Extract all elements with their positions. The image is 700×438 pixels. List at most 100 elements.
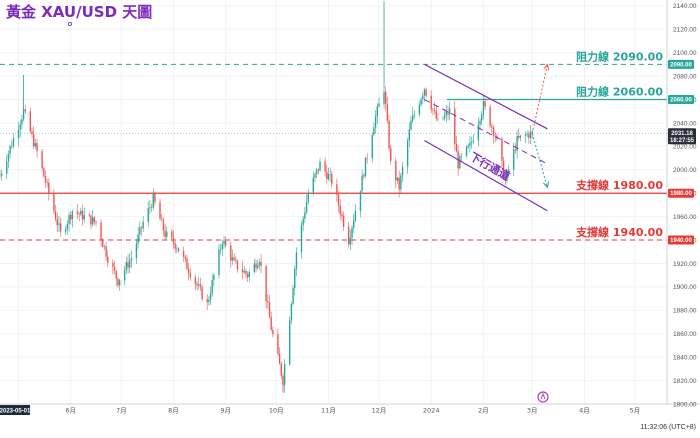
price-tick-label: 2140.00: [673, 3, 697, 10]
candle-body: [11, 146, 13, 147]
candle-body: [177, 248, 180, 252]
candle-body: [353, 220, 355, 228]
candle-body: [524, 134, 527, 136]
candle-body: [506, 171, 508, 181]
candle-body: [326, 171, 328, 180]
candle-body: [71, 211, 74, 220]
candle-body: [41, 151, 43, 169]
candle-body: [290, 303, 293, 321]
candle-body: [123, 269, 126, 281]
candle-body: [140, 227, 143, 229]
candle-body: [112, 262, 114, 267]
price-tick-label: 1900.00: [673, 284, 697, 291]
candle-body: [319, 161, 321, 171]
candle-body: [342, 215, 345, 227]
candle-body: [17, 129, 20, 139]
candle-body: [196, 283, 198, 286]
candle-body: [347, 226, 350, 245]
candle-body: [76, 211, 79, 214]
candle-body: [9, 146, 11, 154]
candle-body: [305, 201, 308, 213]
candle-body: [53, 193, 55, 212]
time-tick-label: 9月: [220, 407, 231, 415]
candle-body: [469, 142, 471, 146]
candle-body: [494, 135, 496, 137]
candle-body: [233, 257, 235, 260]
time-axis[interactable]: 2023-05-01 6月 7月 8月 9月 10月 11月 12月 2024 2月 3月 4月 5月: [0, 405, 640, 415]
candle-body: [418, 104, 421, 115]
candle-body: [395, 160, 397, 181]
candle-body: [489, 106, 491, 127]
candle-body: [88, 214, 90, 216]
time-tick-label: 10月: [269, 407, 284, 415]
candle-body: [213, 274, 215, 280]
time-tick-label: 11月: [321, 407, 336, 415]
candle-body: [43, 168, 45, 177]
candle-body: [130, 258, 133, 261]
level-price-badge: [668, 188, 694, 198]
candle-body: [221, 244, 224, 249]
candle-body: [514, 149, 517, 151]
candle-body: [282, 375, 284, 386]
current-price-countdown: 18:27:55: [670, 138, 695, 144]
candle-body: [307, 193, 309, 202]
candle-body: [314, 174, 316, 178]
candle-body: [413, 114, 416, 116]
candle-body: [7, 153, 10, 162]
candle-body: [149, 207, 151, 209]
candle-body: [186, 258, 188, 269]
candle-body: [482, 101, 485, 115]
candle-body: [258, 261, 261, 266]
candle-body: [211, 279, 213, 294]
candle-body: [388, 120, 390, 149]
candle-body: [300, 224, 303, 253]
candle-body: [425, 89, 427, 96]
candle-body: [115, 270, 117, 279]
candle-body: [46, 182, 48, 184]
candle-body: [103, 246, 106, 247]
candle-body: [477, 124, 480, 141]
candle-body: [206, 299, 208, 303]
candle-body: [467, 145, 469, 147]
candle-body: [223, 240, 225, 245]
candle-body: [176, 248, 178, 250]
candle-body: [6, 161, 8, 174]
candle-body: [459, 156, 461, 169]
candle-body: [34, 143, 37, 147]
price-tick-label: 1880.00: [673, 308, 697, 315]
candle-body: [378, 103, 380, 107]
candle-body: [513, 149, 515, 170]
channel-upper-line: [424, 63, 548, 130]
candle-body: [383, 91, 385, 104]
price-tick-label: 1820.00: [673, 378, 697, 385]
candle-body: [283, 364, 286, 386]
candle-body: [341, 214, 343, 216]
level-label-resistance: 阻力線 2060.00: [576, 85, 663, 99]
candle-body: [359, 191, 362, 212]
candle-body: [423, 89, 426, 96]
candle-body: [373, 127, 375, 136]
candle-body: [198, 284, 200, 286]
candle-body: [470, 141, 473, 143]
candle-body: [502, 160, 505, 179]
candle-body: [507, 169, 510, 172]
current-price-badge: [668, 128, 696, 145]
candle-body: [102, 240, 104, 247]
candle-body: [354, 211, 357, 221]
candle-body: [159, 202, 161, 219]
candle-body: [528, 133, 530, 139]
candle-body: [0, 173, 3, 176]
channel-lower-line: [424, 140, 548, 212]
candle-body: [189, 273, 192, 278]
price-tick-label: 2020.00: [673, 144, 697, 151]
candle-body: [12, 138, 15, 147]
candle-body: [66, 223, 69, 230]
alert-icon[interactable]: [537, 391, 549, 403]
candle-body: [371, 135, 373, 159]
candle-body: [208, 299, 210, 303]
candles: [0, 1, 533, 394]
candle-body: [432, 109, 434, 111]
candle-body: [225, 240, 227, 246]
